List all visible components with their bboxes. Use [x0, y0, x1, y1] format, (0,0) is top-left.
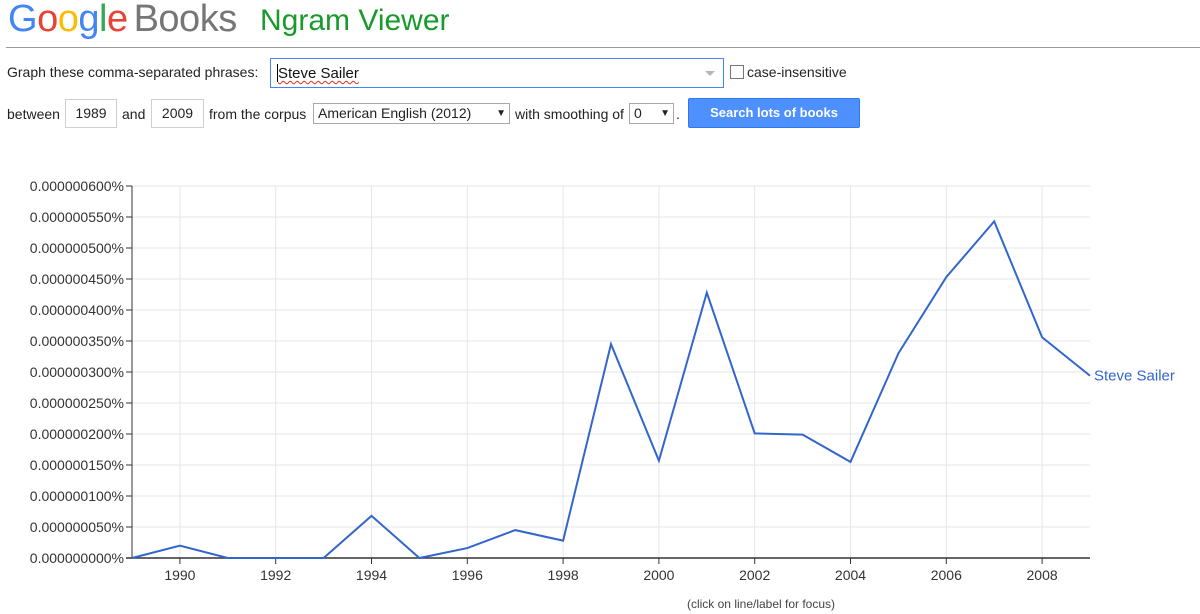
logo-letter: o	[37, 0, 58, 40]
series-line[interactable]	[131, 219, 1091, 560]
header: Google Books Ngram Viewer	[0, 0, 1200, 50]
text-caret	[277, 64, 278, 82]
between-label: between	[7, 106, 60, 122]
app-title: Ngram Viewer	[260, 4, 450, 37]
year-end-input[interactable]: 2009	[151, 99, 204, 128]
corpus-value: American English (2012)	[318, 105, 472, 121]
y-tick-label: 0.000000500%	[30, 240, 124, 256]
y-tick-label: 0.000000150%	[30, 457, 124, 473]
smoothing-value: 0	[634, 105, 642, 121]
period-mark: .	[676, 106, 680, 122]
x-tick-label: 1996	[452, 567, 483, 583]
smoothing-label: with smoothing of	[515, 106, 624, 122]
case-insensitive-label[interactable]: case-insensitive	[747, 64, 847, 80]
chart-footnote: (click on line/label for focus)	[687, 597, 835, 611]
x-tick-label: 1994	[356, 567, 387, 583]
x-tick-label: 2002	[739, 567, 770, 583]
y-tick-label: 0.000000300%	[30, 364, 124, 380]
header-divider	[6, 47, 1200, 48]
y-tick-label: 0.000000550%	[30, 209, 124, 225]
logo-letter: e	[106, 0, 128, 40]
chevron-down-icon[interactable]	[705, 71, 715, 76]
x-tick-label: 2008	[1027, 567, 1058, 583]
phrase-input-box[interactable]: Steve Sailer	[270, 58, 724, 88]
y-tick-label: 0.000000350%	[30, 333, 124, 349]
search-button[interactable]: Search lots of books	[688, 98, 860, 128]
year-start-input[interactable]: 1989	[65, 99, 117, 128]
books-word: Books	[133, 0, 238, 40]
x-tick-label: 1992	[260, 567, 291, 583]
x-tick-label: 2004	[835, 567, 866, 583]
dropdown-arrow-icon: ▼	[660, 108, 670, 119]
case-insensitive-checkbox[interactable]	[730, 65, 744, 79]
series-label[interactable]: Steve Sailer	[1094, 368, 1175, 385]
dropdown-arrow-icon: ▼	[496, 108, 506, 119]
y-tick-label: 0.000000450%	[30, 271, 124, 287]
phrase-label: Graph these comma-separated phrases:	[7, 64, 259, 80]
and-label: and	[122, 106, 146, 122]
corpus-select[interactable]: American English (2012) ▼	[313, 103, 510, 124]
corpus-label: from the corpus	[209, 106, 307, 122]
phrase-input[interactable]: Steve Sailer	[278, 65, 359, 82]
y-tick-label: 0.000000200%	[30, 426, 124, 442]
x-tick-label: 2000	[643, 567, 674, 583]
x-tick-label: 1998	[548, 567, 579, 583]
smoothing-select[interactable]: 0 ▼	[629, 103, 674, 124]
y-tick-label: 0.000000000%	[30, 550, 124, 566]
logo-letter: g	[78, 0, 99, 40]
y-tick-label: 0.000000250%	[30, 395, 124, 411]
logo-letter: o	[57, 0, 79, 40]
google-logo-letters: Google	[8, 0, 128, 41]
logo-letter: l	[98, 0, 107, 40]
y-tick-label: 0.000000100%	[30, 488, 124, 504]
y-tick-label: 0.000000600%	[30, 178, 124, 194]
google-books-logo[interactable]: Google Books	[8, 0, 237, 41]
y-tick-label: 0.000000050%	[30, 519, 124, 535]
x-tick-label: 2006	[931, 567, 962, 583]
y-tick-label: 0.000000400%	[30, 302, 124, 318]
logo-letter: G	[8, 0, 38, 40]
x-tick-label: 1990	[164, 567, 195, 583]
